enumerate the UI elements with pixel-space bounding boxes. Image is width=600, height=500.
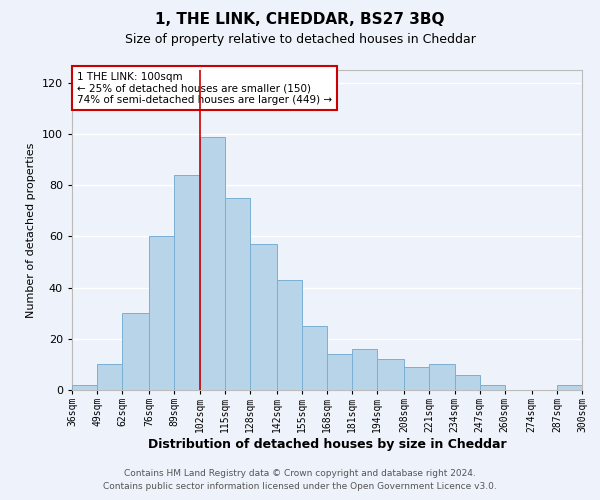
Text: Contains public sector information licensed under the Open Government Licence v3: Contains public sector information licen… xyxy=(103,482,497,491)
Bar xyxy=(327,354,352,390)
Bar xyxy=(250,244,277,390)
Bar xyxy=(149,236,175,390)
Bar xyxy=(72,385,97,390)
Bar xyxy=(199,136,224,390)
X-axis label: Distribution of detached houses by size in Cheddar: Distribution of detached houses by size … xyxy=(148,438,506,451)
Bar xyxy=(277,280,302,390)
Bar xyxy=(404,367,430,390)
Text: 1 THE LINK: 100sqm
← 25% of detached houses are smaller (150)
74% of semi-detach: 1 THE LINK: 100sqm ← 25% of detached hou… xyxy=(77,72,332,105)
Bar xyxy=(430,364,455,390)
Text: Contains HM Land Registry data © Crown copyright and database right 2024.: Contains HM Land Registry data © Crown c… xyxy=(124,468,476,477)
Bar xyxy=(175,175,199,390)
Text: 1, THE LINK, CHEDDAR, BS27 3BQ: 1, THE LINK, CHEDDAR, BS27 3BQ xyxy=(155,12,445,28)
Text: Size of property relative to detached houses in Cheddar: Size of property relative to detached ho… xyxy=(125,32,475,46)
Bar xyxy=(302,326,327,390)
Bar xyxy=(455,374,479,390)
Bar xyxy=(557,385,582,390)
Bar xyxy=(97,364,122,390)
Bar xyxy=(377,360,404,390)
Y-axis label: Number of detached properties: Number of detached properties xyxy=(26,142,36,318)
Bar xyxy=(352,349,377,390)
Bar xyxy=(479,385,505,390)
Bar xyxy=(224,198,250,390)
Bar xyxy=(122,313,149,390)
